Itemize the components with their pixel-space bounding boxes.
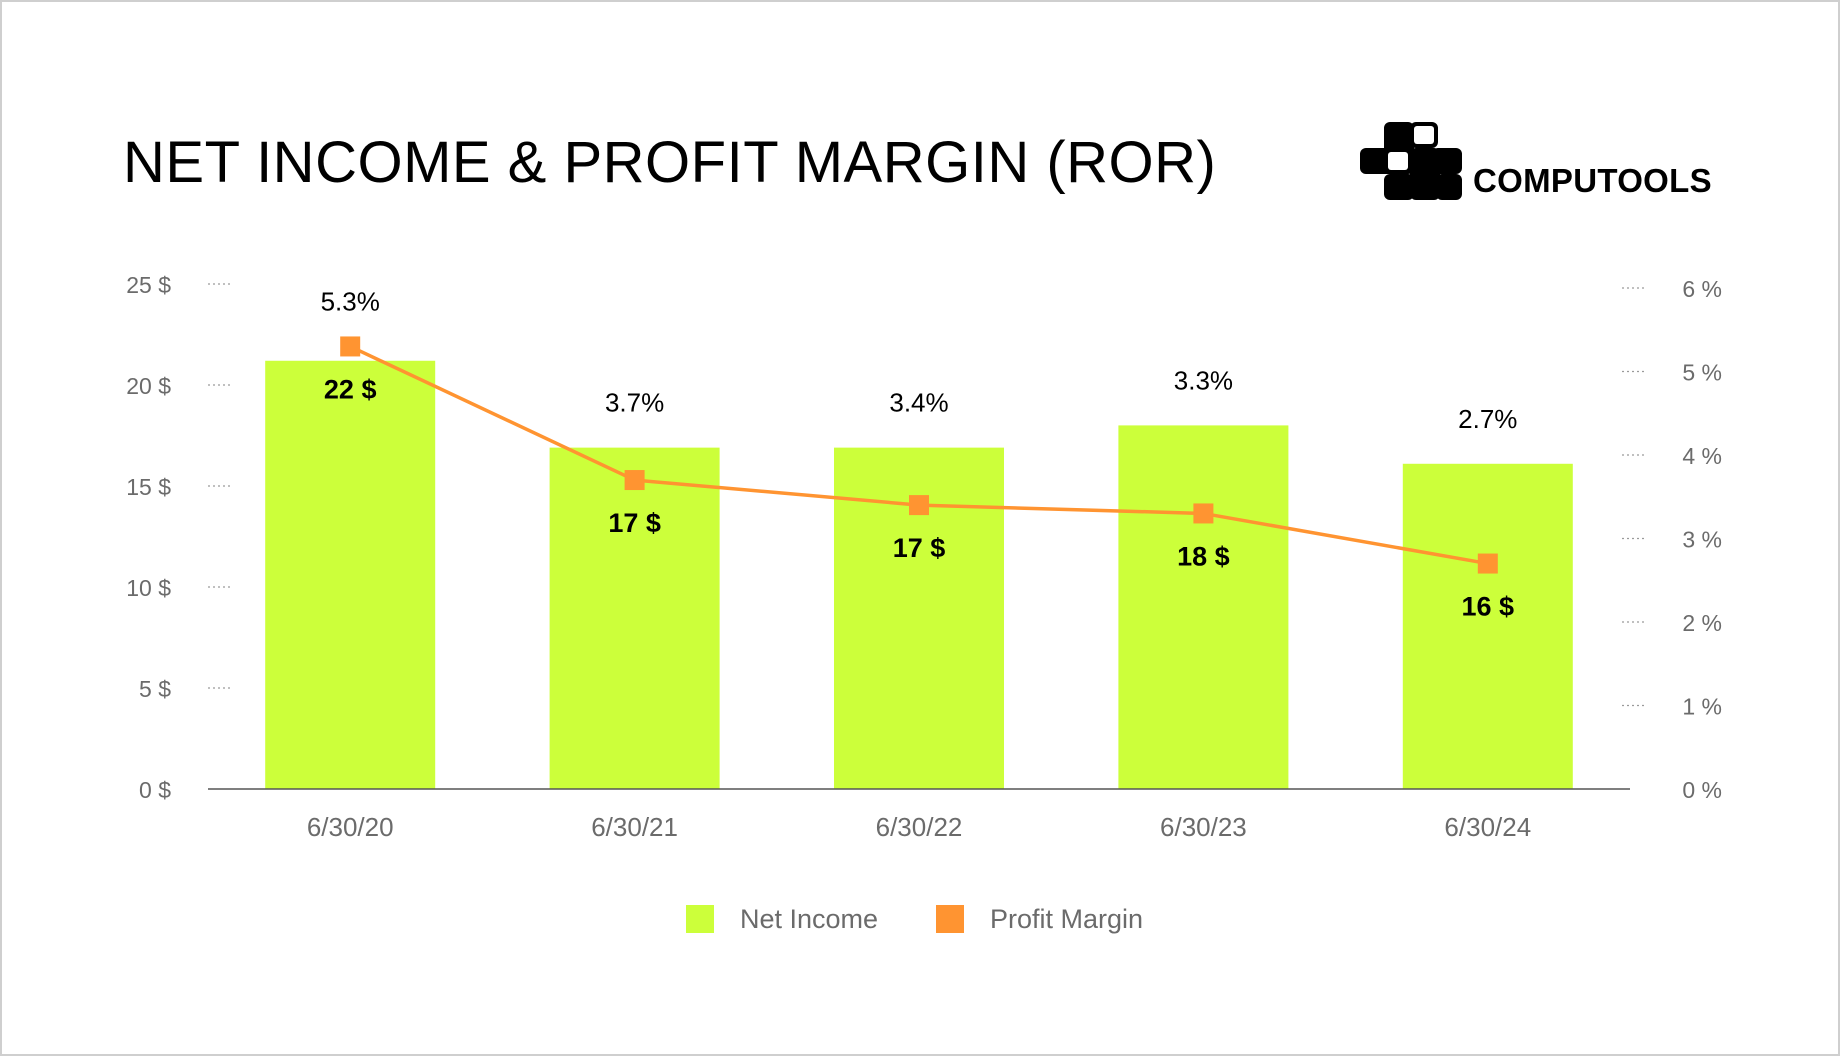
x-tick-label: 6/30/22 — [876, 812, 963, 842]
data-label-net-income: 17 $ — [893, 533, 946, 563]
legend-swatch-profit-margin — [936, 905, 964, 933]
data-label-profit-margin: 3.3% — [1174, 365, 1233, 395]
marker-profit-margin — [909, 495, 929, 516]
bar-net-income — [265, 360, 436, 789]
x-tick-label: 6/30/20 — [307, 812, 394, 842]
y-left-tick-label: 25 $ — [126, 272, 171, 298]
computools-logo-icon — [1360, 122, 1462, 200]
data-label-profit-margin: 3.7% — [605, 388, 664, 418]
y-left-tick-label: 5 $ — [139, 676, 171, 702]
y-right-tick-label: 5 % — [1682, 360, 1722, 386]
y-left-tick-label: 20 $ — [126, 373, 171, 399]
y-right-tick-label: 6 % — [1682, 276, 1722, 302]
legend-item-net-income: Net Income — [686, 899, 878, 939]
y-left-tick-label: 0 $ — [139, 777, 171, 803]
legend-label-net-income: Net Income — [740, 903, 879, 934]
y-right-tick-label: 1 % — [1682, 694, 1722, 720]
bar-net-income — [1402, 463, 1573, 789]
y-right-tick-label: 2 % — [1682, 610, 1722, 636]
y-left-tick-label: 15 $ — [126, 474, 171, 500]
data-label-profit-margin: 3.4% — [889, 388, 948, 418]
data-label-net-income: 17 $ — [608, 508, 661, 538]
data-label-net-income: 16 $ — [1462, 592, 1515, 622]
marker-profit-margin — [340, 336, 361, 357]
marker-profit-margin — [1193, 503, 1214, 524]
bar-net-income — [1118, 425, 1289, 789]
marker-profit-margin — [624, 470, 645, 491]
data-label-net-income: 18 $ — [1177, 541, 1230, 571]
y-right-tick-label: 4 % — [1682, 443, 1722, 469]
bar-net-income — [549, 447, 720, 789]
data-label-net-income: 22 $ — [324, 374, 377, 404]
data-label-profit-margin: 5.3% — [321, 286, 380, 316]
legend-item-profit-margin: Profit Margin — [936, 899, 1143, 939]
marker-profit-margin — [1477, 553, 1498, 574]
legend-label-profit-margin: Profit Margin — [990, 903, 1144, 934]
y-right-tick-label: 0 % — [1682, 777, 1722, 803]
x-tick-label: 6/30/24 — [1444, 812, 1531, 842]
brand-name: COMPUTOOLS — [1473, 162, 1712, 199]
legend-swatch-net-income — [686, 905, 714, 933]
y-right-tick-label: 3 % — [1682, 527, 1722, 553]
data-label-profit-margin: 2.7% — [1458, 404, 1517, 434]
legend: Net Income Profit Margin — [2, 899, 1840, 939]
x-tick-label: 6/30/21 — [591, 812, 678, 842]
y-left-tick-label: 10 $ — [126, 575, 171, 601]
x-tick-label: 6/30/23 — [1160, 812, 1247, 842]
page-title: NET INCOME & PROFIT MARGIN (ROR) — [123, 130, 1217, 195]
